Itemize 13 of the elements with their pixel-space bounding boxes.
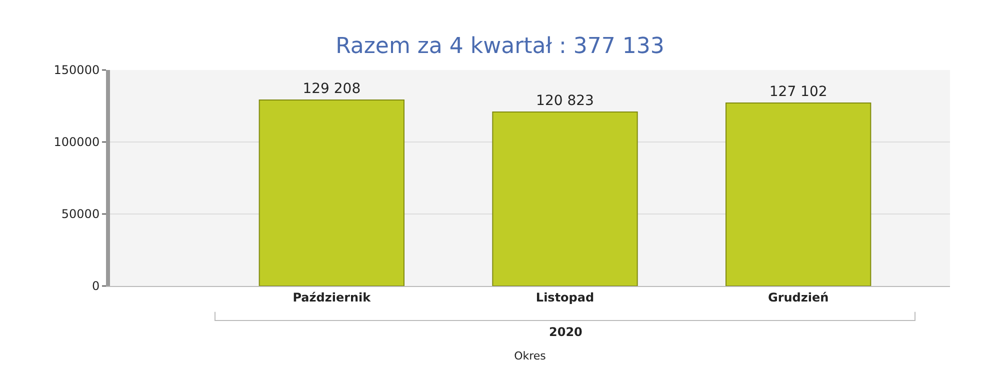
text: 2020 [549,325,582,339]
y-tick-label: 0 [92,279,100,294]
y-tick-label: 100000 [54,135,100,150]
y-tick-label: 50000 [61,207,100,222]
data-label: 129 208 [302,80,361,97]
x-axis-title: Okres [514,350,546,363]
x-tick-label: Październik [292,290,372,304]
y-tick-label: 150000 [54,63,100,78]
x-tick-label: Grudzień [768,290,829,304]
data-label: 127 102 [769,84,828,100]
x-tick-label: Listopad [536,290,594,304]
data-label: 120 823 [536,93,594,110]
chart-title: Razem za 4 kwartał : 377 133 [336,34,664,59]
